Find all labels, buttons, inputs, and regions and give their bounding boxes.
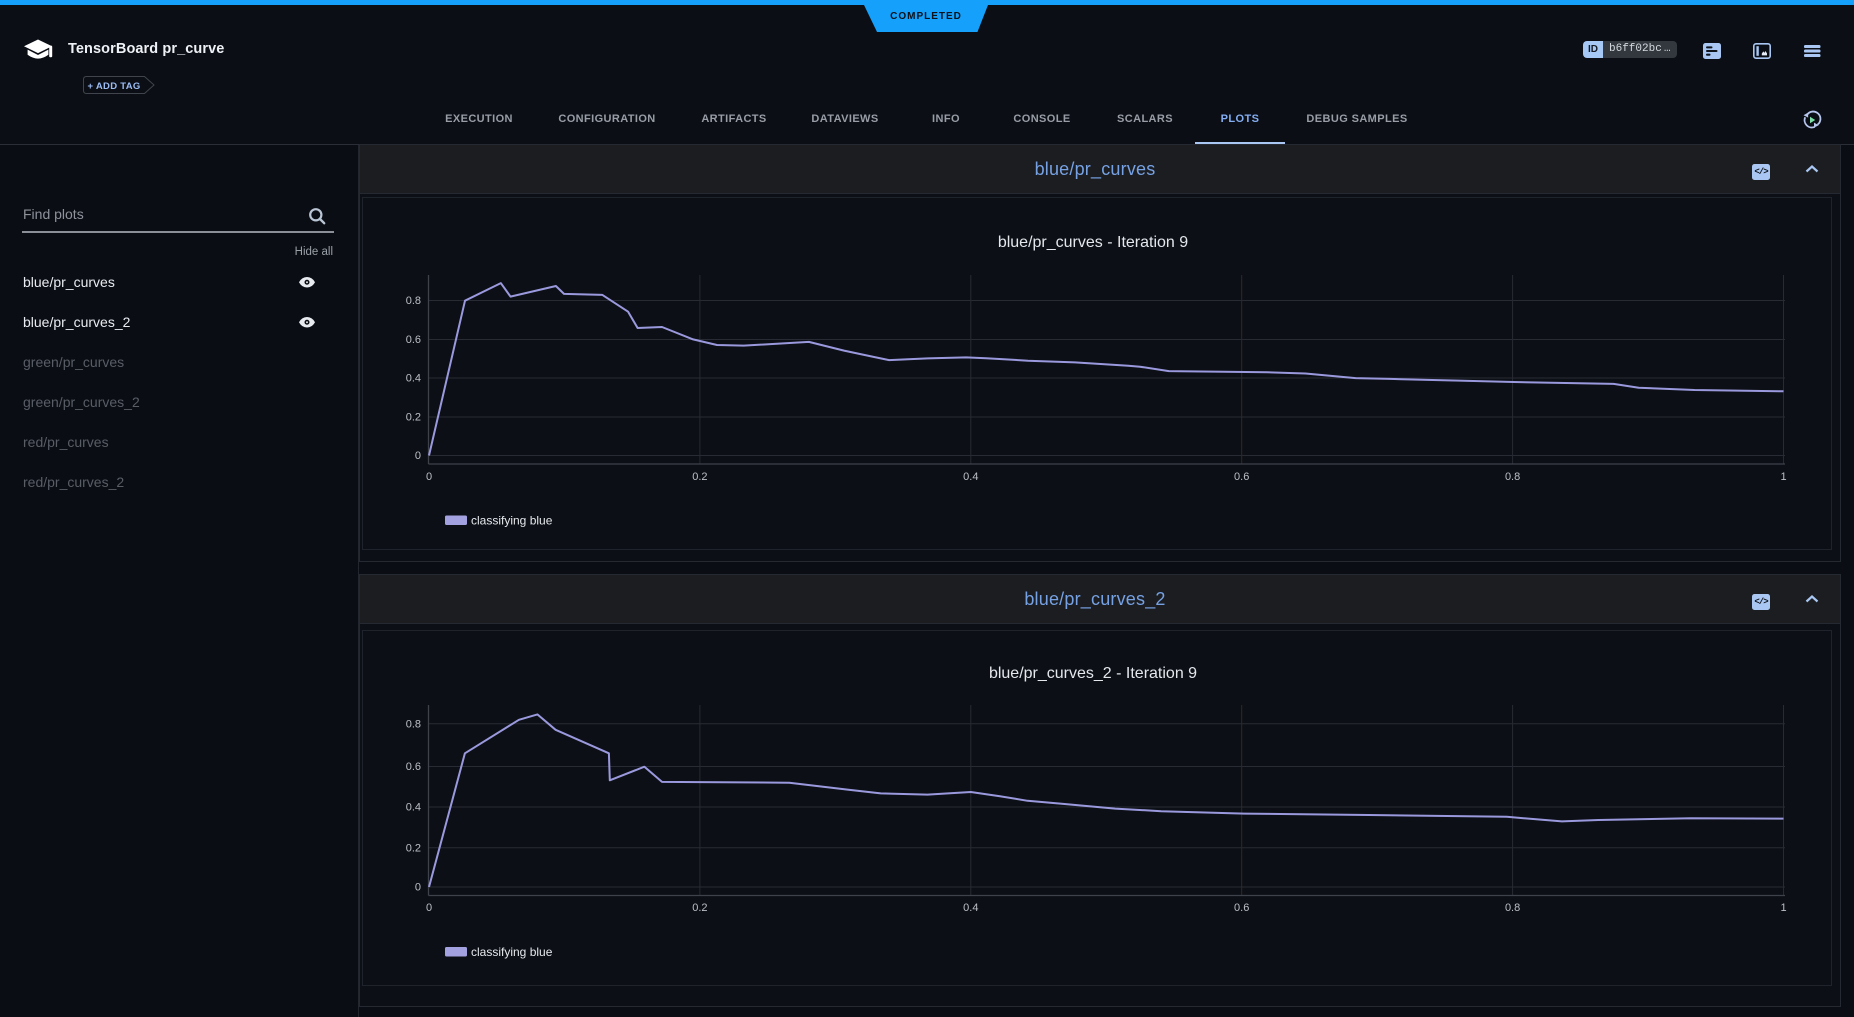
svg-text:+ ADD TAG: + ADD TAG xyxy=(87,81,140,92)
svg-text:0.2: 0.2 xyxy=(406,412,421,424)
svg-text:0.6: 0.6 xyxy=(1234,471,1249,483)
svg-text:0.2: 0.2 xyxy=(692,902,707,914)
svg-text:0: 0 xyxy=(415,450,421,462)
svg-text:0.4: 0.4 xyxy=(963,471,978,483)
svg-text:0: 0 xyxy=(426,902,432,914)
svg-text:0: 0 xyxy=(415,882,421,894)
svg-text:1: 1 xyxy=(1780,902,1786,914)
svg-text:1: 1 xyxy=(1780,471,1786,483)
svg-text:blue/pr_curves_2 - Iteration 9: blue/pr_curves_2 - Iteration 9 xyxy=(989,665,1197,682)
svg-text:0.2: 0.2 xyxy=(406,842,421,854)
svg-text:0.6: 0.6 xyxy=(1234,902,1249,914)
svg-text:0.8: 0.8 xyxy=(1505,902,1520,914)
svg-text:blue/pr_curves - Iteration 9: blue/pr_curves - Iteration 9 xyxy=(998,234,1188,251)
svg-text:0.2: 0.2 xyxy=(692,471,707,483)
svg-text:0.4: 0.4 xyxy=(406,373,421,385)
svg-text:classifying blue: classifying blue xyxy=(471,514,553,528)
svg-text:0: 0 xyxy=(426,471,432,483)
svg-text:0.8: 0.8 xyxy=(1505,471,1520,483)
svg-text:0.4: 0.4 xyxy=(963,902,978,914)
svg-text:0.8: 0.8 xyxy=(406,718,421,730)
svg-text:0.8: 0.8 xyxy=(406,295,421,307)
svg-text:classifying blue: classifying blue xyxy=(471,945,553,959)
svg-text:0.6: 0.6 xyxy=(406,761,421,773)
svg-text:0.6: 0.6 xyxy=(406,334,421,346)
svg-text:0.4: 0.4 xyxy=(406,802,421,814)
